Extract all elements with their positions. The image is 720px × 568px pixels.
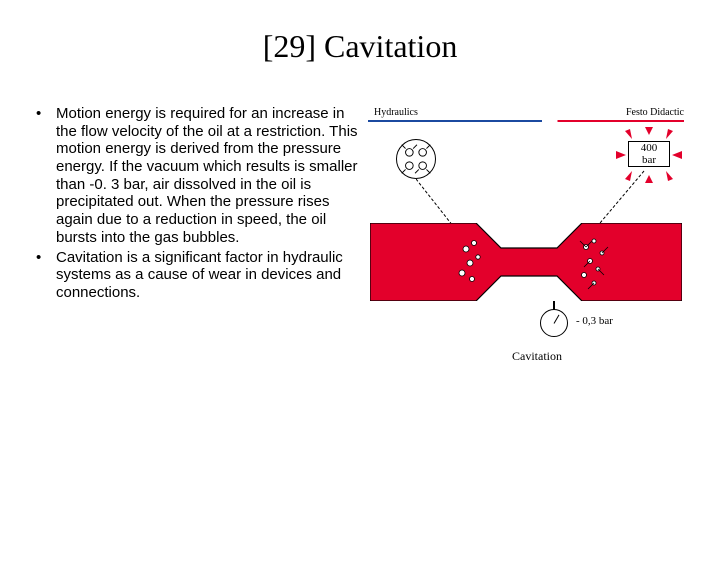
pressure-value: 400 [629,143,669,155]
bullet-item: Motion energy is required for an increas… [28,105,358,247]
page-title: [29] Cavitation [0,28,720,65]
air-bubble-inset-icon [396,139,436,179]
bullet-list: Motion energy is required for an increas… [28,105,358,302]
text-column: Motion energy is required for an increas… [28,105,358,385]
gauge-reading-label: - 0,3 bar [576,315,613,327]
venturi-pipe-icon [370,223,682,301]
pressure-badge: 400 bar [628,141,670,167]
diagram-column: Hydraulics Festo Didactic [358,105,692,385]
content-row: Motion energy is required for an increas… [0,105,720,385]
diagram-caption: Cavitation [512,349,562,364]
leader-line-pressure [596,167,656,227]
pressure-unit: bar [629,155,669,167]
header-rule [368,120,684,122]
label-festo-didactic: Festo Didactic [626,107,684,118]
cavitation-diagram: Hydraulics Festo Didactic [366,105,686,385]
bullet-item: Cavitation is a significant factor in hy… [28,249,358,302]
pressure-gauge-icon [540,309,568,337]
label-hydraulics: Hydraulics [374,107,418,118]
